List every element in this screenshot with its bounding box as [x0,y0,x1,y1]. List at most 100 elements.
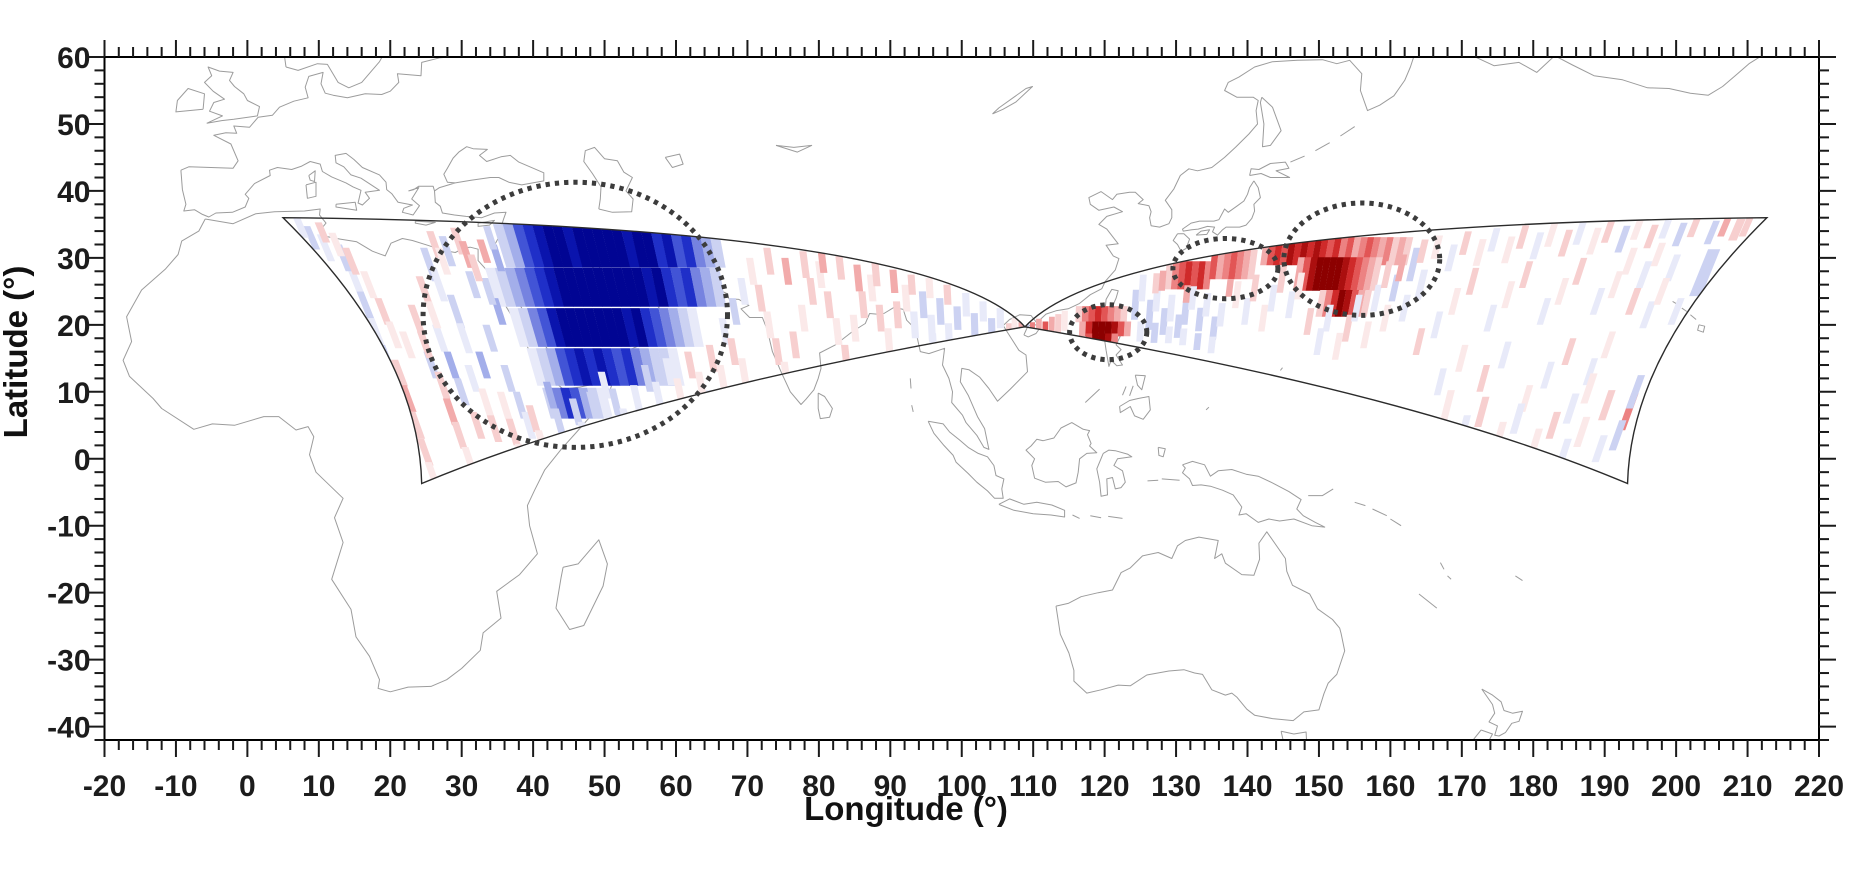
anomaly-stripe [1518,261,1534,288]
anomaly-stripe [438,236,457,267]
coastline [1072,514,1080,519]
anomaly-stripe [554,348,575,386]
anomaly-stripe [1187,286,1198,310]
anomaly-stripe [1540,361,1555,389]
anomaly-stripe [1101,306,1109,323]
anomaly-stripe [476,239,492,263]
anomaly-stripe [1406,247,1421,282]
anomaly-stripe [1138,274,1147,302]
coastline [1515,575,1523,582]
anomaly-stripe [1625,375,1646,409]
anomaly-stripe [1221,249,1232,280]
anomaly-stripe [875,304,885,332]
anomaly-stripe [610,224,631,268]
coastline [1025,422,1098,488]
anomaly-stripe [522,224,545,268]
anomaly-stripe [583,308,603,347]
y-tick-label: 20 [57,310,90,343]
coastline [1474,57,1555,73]
coastline [1147,479,1159,482]
anomaly-stripe [512,224,536,268]
coastline [1134,374,1146,391]
anomaly-stripe [1202,261,1213,290]
anomaly-stripe [996,308,1004,329]
anomaly-stripe [727,338,740,365]
anomaly-stripe [1247,249,1258,280]
coastline [992,86,1033,115]
anomaly-stripe [1561,338,1577,365]
anomaly-stripe [1113,306,1122,323]
anomaly-stripe [1608,420,1627,451]
anomaly-stripe [910,311,920,339]
anomaly-stripe [1209,316,1219,340]
anomaly-stripe [1483,304,1498,332]
anomaly-stripe [569,387,587,419]
anomaly-stripe [467,254,484,282]
anomaly-stripe [1474,396,1490,427]
anomaly-stripe [640,365,654,392]
anomaly-stripe [1717,217,1733,237]
anomaly-stripe [1380,261,1393,288]
anomaly-stripe [684,351,697,379]
anomaly-stripe [572,267,593,307]
coastline [1340,126,1355,137]
anomaly-stripe [1671,222,1688,247]
dotted-ellipse-middle-east-depletion [420,179,730,450]
x-tick-label: 200 [1651,770,1701,803]
anomaly-stripe [1738,217,1754,237]
anomaly-stripe [1689,249,1721,297]
anomaly-stripe [962,293,970,317]
anomaly-stripe [728,298,741,325]
coastline [1205,406,1210,411]
anomaly-stripe [1544,223,1559,247]
x-tick-label: 90 [874,770,907,803]
anomaly-stripe [871,262,881,287]
anomaly-stripe [482,226,498,250]
anomaly-stripe [901,284,911,312]
y-tick-label: 10 [57,377,90,410]
coastline [1096,449,1133,497]
anomaly-stripe [1350,257,1364,291]
anomaly-stripe [858,291,868,319]
coastline [593,57,1415,450]
anomaly-stripe [492,224,517,268]
anomaly-stripe [1393,237,1407,266]
anomaly-stripe [709,267,727,307]
x-tick-label: 60 [659,770,692,803]
coastline [1122,386,1127,396]
anomaly-stripe [1458,231,1472,255]
x-tick-label: 120 [1080,770,1130,803]
anomaly-stripe [1598,390,1616,421]
anomaly-stripe [475,351,491,379]
anomaly-stripe [1078,321,1086,337]
anomaly-stripe [1515,225,1530,249]
anomaly-stripe [771,338,783,365]
anomaly-stripe [1241,298,1252,325]
highlight-ellipses-layer [420,179,1443,450]
coastline [1161,478,1180,481]
anomaly-stripe [1501,281,1516,309]
anomaly-stripe [1529,232,1545,260]
anomaly-stripe [1639,301,1656,329]
anomaly-stripe [464,365,481,392]
anomaly-stripe [484,267,507,307]
x-tick-label: 130 [1151,770,1201,803]
anomaly-stripe [434,247,452,275]
anomaly-stripe [629,348,648,386]
anomaly-stripe [1658,218,1673,239]
anomaly-stripe [582,267,603,307]
anomaly-stripe [407,304,425,332]
x-tick-label: -10 [154,770,197,803]
anomaly-stripe [763,247,775,275]
anomaly-stripe [1643,224,1659,249]
coastline [1556,57,1761,96]
anomaly-stripe [494,267,517,307]
anomaly-stripe [416,438,434,466]
anomaly-stripe [1362,257,1377,291]
anomaly-stripe [1487,228,1501,252]
anomaly-stripe [1589,288,1606,315]
anomaly-stripe [478,388,494,416]
x-tick-label: 10 [302,770,335,803]
anomaly-stripe [907,274,916,295]
anomaly-stripe [611,267,631,307]
